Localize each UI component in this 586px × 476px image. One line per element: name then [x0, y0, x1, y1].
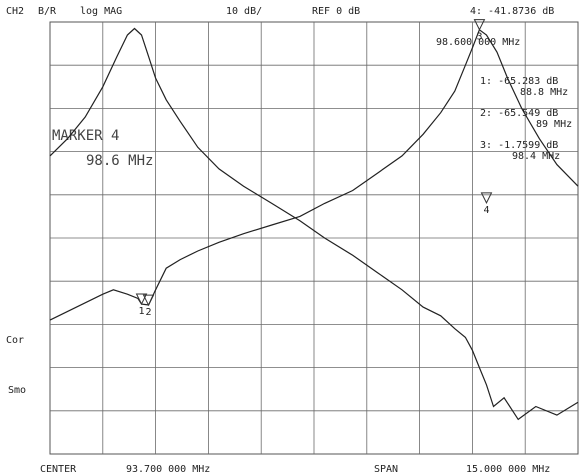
marker-3-freq: 98.4 MHz [512, 151, 560, 162]
marker-2-label: 2 [146, 307, 152, 318]
traces [49, 27, 579, 421]
center-value: 93.700 000 MHz [126, 464, 210, 475]
span-label: SPAN [374, 464, 398, 475]
span-value: 15.000 000 MHz [466, 464, 550, 475]
marker-1-label: 1 [139, 306, 145, 317]
center-label: CENTER [40, 464, 77, 475]
marker-3-value: 3: -1.7599 dB [480, 140, 558, 151]
scale-label: 10 dB/ [226, 6, 262, 17]
marker-2-value: 2: -65.549 dB [480, 108, 558, 119]
plot-grid [50, 22, 578, 454]
trace-line-1 [49, 27, 579, 421]
format-label: log MAG [80, 6, 122, 17]
trace-line-2 [49, 28, 579, 321]
marker-1-freq: 88.8 MHz [520, 87, 568, 98]
marker-1-flag [135, 293, 148, 306]
active-marker-freq: 98.600 000 MHz [436, 37, 520, 48]
measurement-label: B/R [38, 6, 57, 17]
marker-2-freq: 89 MHz [536, 119, 572, 130]
marker-4-label: 4 [483, 205, 489, 216]
marker-3-label: 3 [476, 32, 482, 43]
smoothing-label: Smo [8, 385, 26, 396]
marker-annotation-title: MARKER 4 [52, 128, 119, 144]
marker-readouts: 1: -65.283 dB 88.8 MHz 2: -65.549 dB 89 … [480, 76, 572, 162]
marker-4-flag [480, 192, 493, 205]
marker-1-value: 1: -65.283 dB [480, 76, 558, 87]
marker-3-flag [473, 19, 486, 31]
marker-flags: 1 2 3 4 [135, 19, 493, 318]
channel-label: CH2 [6, 6, 24, 17]
active-marker-value: 4: -41.8736 dB [470, 6, 554, 17]
reference-label: REF 0 dB [312, 6, 360, 17]
marker-annotation-freq: 98.6 MHz [86, 153, 153, 169]
correction-label: Cor [6, 335, 24, 346]
marker-2-flag [142, 294, 155, 307]
